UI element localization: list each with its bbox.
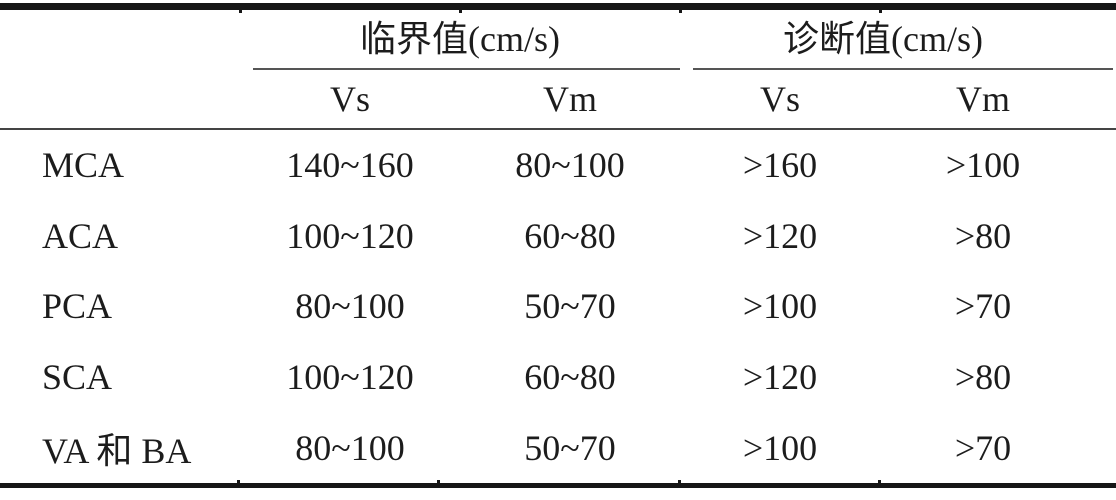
group-header-critical-label: 临界值(cm/s) <box>360 19 560 59</box>
table-bottom-rule <box>0 479 1116 488</box>
sub-header-empty <box>0 70 240 128</box>
row-label: MCA <box>42 145 125 186</box>
cell-critical-vm: 60~80 <box>524 357 616 398</box>
cell-critical-vs: 100~120 <box>286 215 414 256</box>
cell-diagnostic-vs: >120 <box>742 357 818 398</box>
cell-diagnostic-vm: >70 <box>954 286 1012 327</box>
cell-critical-vs: 140~160 <box>286 145 414 186</box>
group-underline-diagnostic <box>693 68 1113 70</box>
sub-header-critical-vs: Vs <box>329 79 370 119</box>
group-header-diagnostic-label: 诊断值(cm/s) <box>783 19 983 59</box>
row-label: PCA <box>42 286 113 327</box>
cell-diagnostic-vs: >100 <box>742 427 818 468</box>
table-row-aca: ACA 100~120 60~80 >120 >80 <box>0 201 1116 272</box>
rule-tick <box>678 479 681 483</box>
table-row-pca: PCA 80~100 50~70 >100 >70 <box>0 271 1116 342</box>
sub-header-critical-vm: Vm <box>543 79 597 119</box>
cell-diagnostic-vm: >80 <box>954 215 1012 256</box>
group-underline-critical <box>253 68 680 70</box>
sub-header-diagnostic-vs: Vs <box>759 79 800 119</box>
cell-critical-vs: 80~100 <box>295 286 405 327</box>
cell-diagnostic-vm: >80 <box>954 357 1012 398</box>
row-label: VA 和 BA <box>42 430 192 471</box>
corner-cell <box>0 10 240 70</box>
table-top-rule <box>0 3 1116 13</box>
rule-tick <box>239 10 242 13</box>
cell-critical-vm: 80~100 <box>515 145 625 186</box>
cell-diagnostic-vm: >70 <box>954 427 1012 468</box>
rule-tick <box>459 10 462 13</box>
cell-critical-vm: 50~70 <box>524 427 616 468</box>
cell-critical-vs: 100~120 <box>286 357 414 398</box>
group-header-diagnostic: 诊断值(cm/s) <box>680 10 1116 70</box>
header-body-divider <box>0 128 1116 130</box>
cell-critical-vm: 60~80 <box>524 215 616 256</box>
sub-header-row: Vs Vm Vs Vm <box>0 70 1116 128</box>
cell-diagnostic-vm: >100 <box>945 145 1021 186</box>
rule-tick <box>679 10 682 13</box>
sub-header-diagnostic-vm: Vm <box>956 79 1010 119</box>
rule-tick <box>879 10 882 13</box>
table-body: MCA 140~160 80~100 >160 >100 ACA 100~120… <box>0 130 1116 483</box>
cell-critical-vm: 50~70 <box>524 286 616 327</box>
rule-tick <box>437 479 440 483</box>
cell-critical-vs: 80~100 <box>295 427 405 468</box>
table-row-mca: MCA 140~160 80~100 >160 >100 <box>0 130 1116 201</box>
group-header-critical: 临界值(cm/s) <box>240 10 680 70</box>
rule-tick <box>878 479 881 483</box>
table-row-va-ba: VA 和 BA 80~100 50~70 >100 >70 <box>0 412 1116 483</box>
table-row-sca: SCA 100~120 60~80 >120 >80 <box>0 342 1116 413</box>
row-label: SCA <box>42 357 113 398</box>
group-header-row: 临界值(cm/s) 诊断值(cm/s) <box>0 10 1116 70</box>
cell-diagnostic-vs: >160 <box>742 145 818 186</box>
rule-tick <box>237 479 240 483</box>
cell-diagnostic-vs: >120 <box>742 215 818 256</box>
row-label: ACA <box>42 215 119 256</box>
cell-diagnostic-vs: >100 <box>742 286 818 327</box>
